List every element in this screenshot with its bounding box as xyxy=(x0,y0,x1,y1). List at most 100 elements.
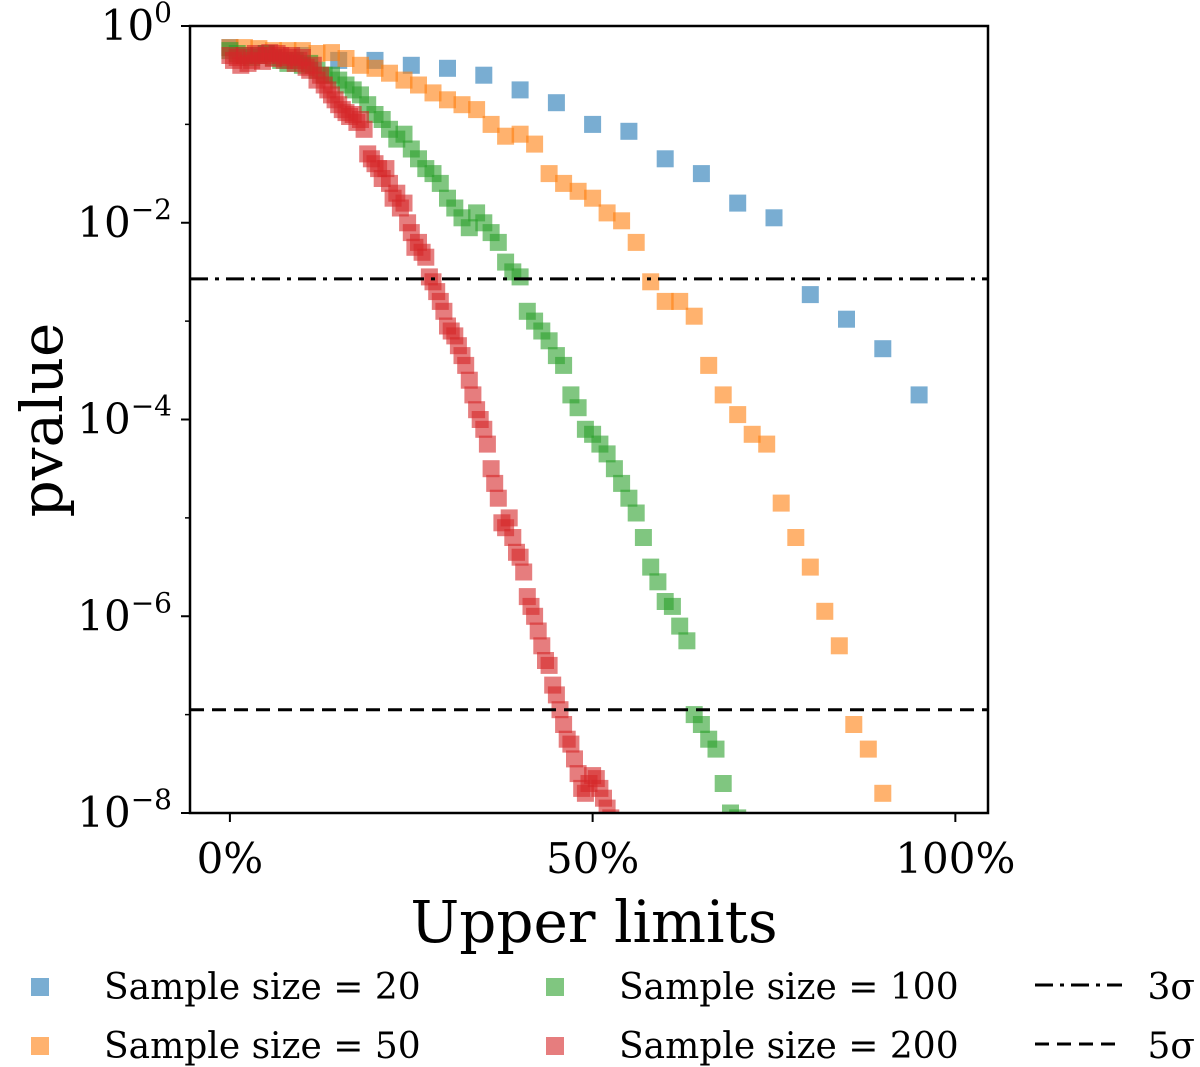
data-point xyxy=(566,750,583,768)
data-point xyxy=(671,617,689,635)
data-point xyxy=(758,435,776,453)
y-tick-label: 100 xyxy=(101,0,172,50)
data-point xyxy=(801,286,819,304)
legend-label: Sample size = 20 xyxy=(104,967,421,1008)
data-point xyxy=(439,59,456,77)
data-point xyxy=(540,332,558,350)
data-point xyxy=(634,529,652,546)
data-point xyxy=(692,716,710,733)
data-point xyxy=(772,494,790,512)
data-point xyxy=(569,182,587,200)
data-point xyxy=(801,558,819,576)
data-point xyxy=(515,563,533,581)
data-point xyxy=(478,435,496,453)
data-point xyxy=(500,509,518,527)
data-point xyxy=(377,160,395,178)
data-point xyxy=(337,50,355,67)
x-tick-label: 0% xyxy=(197,834,264,883)
data-point xyxy=(642,558,660,576)
data-point xyxy=(765,209,783,227)
data-point xyxy=(431,174,449,192)
data-point xyxy=(613,212,631,230)
data-point xyxy=(475,66,493,84)
legend-item: 5σ xyxy=(1035,1026,1195,1067)
data-point xyxy=(816,602,834,620)
x-tick-label: 50% xyxy=(546,834,639,883)
data-point xyxy=(355,120,373,138)
data-point xyxy=(620,122,638,140)
data-point xyxy=(663,597,681,615)
data-point xyxy=(453,96,471,114)
data-point xyxy=(598,204,616,222)
data-point xyxy=(656,292,674,310)
data-point xyxy=(584,189,602,207)
data-point xyxy=(460,219,478,237)
data-point xyxy=(656,150,674,168)
data-point xyxy=(540,165,558,183)
data-point xyxy=(352,56,369,74)
data-point xyxy=(685,307,703,325)
data-point xyxy=(511,125,529,143)
data-point xyxy=(497,127,515,145)
y-tick-label: 10−8 xyxy=(77,783,172,837)
data-point xyxy=(529,622,547,640)
data-point xyxy=(395,125,413,143)
data-point xyxy=(482,115,500,133)
data-point xyxy=(627,504,645,522)
x-tick-label: 100% xyxy=(895,834,1015,883)
data-point xyxy=(678,632,696,650)
plot-area-frame xyxy=(188,24,990,815)
data-point xyxy=(729,406,747,424)
data-point xyxy=(323,44,340,62)
legend-item: Sample size = 200 xyxy=(546,1026,959,1067)
data-point xyxy=(489,489,507,507)
data-point xyxy=(743,425,761,443)
data-point xyxy=(410,76,427,94)
data-point xyxy=(671,292,689,310)
data-point xyxy=(584,115,602,133)
y-axis-title: pvalue xyxy=(8,323,76,518)
data-point xyxy=(722,804,739,813)
data-point xyxy=(692,165,710,183)
data-point xyxy=(569,399,587,417)
data-point xyxy=(602,809,620,813)
y-tick-label: 10−4 xyxy=(77,390,172,444)
data-point xyxy=(598,445,616,463)
data-point xyxy=(562,386,580,404)
data-point xyxy=(874,340,892,358)
x-axis-title: Upper limits xyxy=(410,888,777,956)
data-point xyxy=(489,233,507,251)
data-point xyxy=(729,809,747,813)
legend-label: Sample size = 200 xyxy=(619,1026,959,1067)
data-point xyxy=(486,474,504,492)
data-point xyxy=(874,784,892,802)
data-point xyxy=(910,386,928,404)
data-point xyxy=(729,194,747,212)
y-tick-label: 10−2 xyxy=(77,193,172,247)
data-point xyxy=(547,686,565,704)
data-point xyxy=(859,740,877,758)
legend: Sample size = 20 Sample size = 50 Sample s… xyxy=(31,967,1195,1067)
data-point xyxy=(845,716,863,733)
data-point xyxy=(627,233,645,251)
data-point xyxy=(504,529,522,546)
data-point xyxy=(366,59,384,77)
data-point xyxy=(707,740,725,758)
legend-marker xyxy=(546,1037,564,1055)
data-point xyxy=(460,371,478,389)
legend-item: Sample size = 100 xyxy=(546,967,959,1008)
data-point xyxy=(424,84,442,102)
legend-label: 3σ xyxy=(1148,967,1195,1008)
data-point xyxy=(613,474,631,492)
data-point xyxy=(439,91,456,109)
data-point xyxy=(511,548,529,566)
data-point xyxy=(468,101,486,119)
data-point xyxy=(482,460,500,478)
legend-label: Sample size = 100 xyxy=(619,967,959,1008)
data-point xyxy=(714,775,732,792)
data-point xyxy=(555,356,573,374)
y-tick-label: 10−6 xyxy=(77,586,172,640)
data-point xyxy=(395,71,413,89)
legend-label: 5σ xyxy=(1148,1026,1195,1067)
data-point xyxy=(714,386,732,404)
